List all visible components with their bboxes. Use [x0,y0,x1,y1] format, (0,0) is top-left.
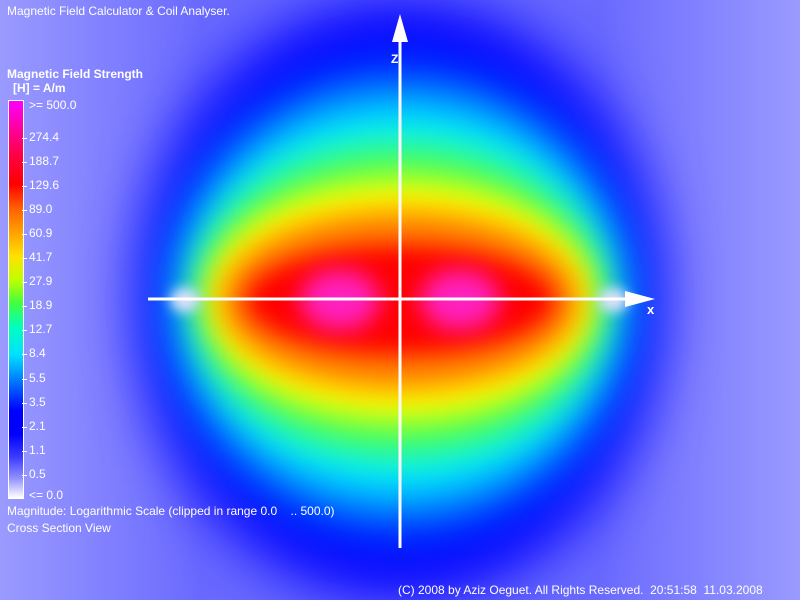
legend-tick [22,330,27,331]
legend-tick [22,186,27,187]
x-axis-label: x [647,302,655,317]
legend-label: 89.0 [29,202,53,216]
legend-label: 0.5 [29,467,46,481]
legend-label: 3.5 [29,395,46,409]
legend-tick [22,379,27,380]
legend-tick [22,138,27,139]
legend-tick [22,475,27,476]
z-axis-label: z [391,52,399,66]
copyright: (C) 2008 by Aziz Oeguet. All Rights Rese… [398,583,763,597]
legend-label: 5.5 [29,371,46,385]
z-axis-arrow [392,14,408,42]
scale-info: Magnitude: Logarithmic Scale (clipped in… [7,504,335,518]
legend-label: 2.1 [29,419,46,433]
legend-tick [22,282,27,283]
legend-label: 1.1 [29,443,46,457]
legend-label: 41.7 [29,250,53,264]
window-title: Magnetic Field Calculator & Coil Analyse… [7,4,230,18]
legend-title: Magnetic Field Strength [7,67,144,81]
legend-tick [22,162,27,163]
x-axis-arrow [625,291,655,307]
legend-label: 27.9 [29,274,53,288]
legend-label: 188.7 [29,154,60,168]
legend-label: 274.4 [29,130,60,144]
legend-tick [22,403,27,404]
legend-label: >= 500.0 [29,98,77,112]
color-scale-bar [8,100,24,499]
legend-tick [22,427,27,428]
legend-tick [22,451,27,452]
view-mode: Cross Section View [7,521,111,535]
legend-label: 60.9 [29,226,53,240]
legend-tick [22,354,27,355]
legend-label: <= 0.0 [29,488,64,502]
legend-unit: [H] = A/m [13,81,66,95]
legend-label: 8.4 [29,346,46,360]
legend-label: 129.6 [29,178,60,192]
legend-tick [22,258,27,259]
legend-label: 12.7 [29,322,53,336]
legend-tick [22,306,27,307]
legend-tick [22,234,27,235]
legend-tick [22,210,27,211]
legend-label: 18.9 [29,298,53,312]
